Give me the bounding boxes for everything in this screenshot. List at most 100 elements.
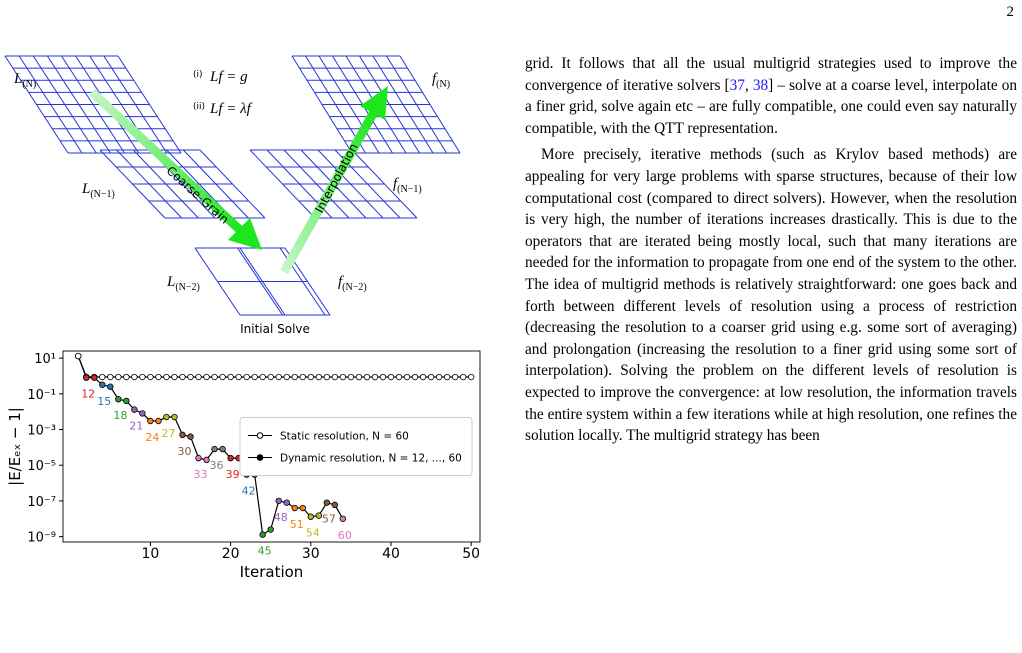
data-point — [163, 373, 170, 381]
data-point — [307, 373, 314, 381]
data-point — [99, 373, 106, 381]
data-point — [115, 373, 122, 381]
data-point — [123, 373, 130, 381]
paragraph: More precisely, iterative methods (such … — [525, 146, 1017, 445]
grid-label: L(N) — [13, 71, 36, 90]
y-tick-label: 10¹ — [34, 352, 56, 367]
x-tick-label: 30 — [302, 546, 320, 562]
data-point — [123, 397, 130, 405]
grid-label: f(N) — [432, 71, 450, 90]
data-point — [75, 352, 82, 360]
data-point — [355, 373, 363, 381]
resolution-label: 21 — [129, 420, 143, 433]
data-point — [251, 373, 258, 381]
data-point — [275, 373, 282, 381]
citation[interactable]: 37 — [729, 76, 745, 94]
equation: (ii) Lf = λf — [193, 101, 253, 117]
page: 2 Coarse-Grain Interpolation (i) Lf = g (… — [4, 4, 1018, 581]
data-point — [443, 373, 451, 381]
citation[interactable]: 38 — [752, 76, 769, 94]
data-point — [323, 373, 331, 381]
y-axis-label: |E/Eₑₓ − 1| — [6, 407, 24, 486]
data-point — [155, 417, 162, 425]
grid-labels: L(N)L(N−1)L(N−2)f(N)f(N−1)f(N−2) — [13, 71, 450, 293]
series-line — [77, 355, 472, 378]
data-point — [147, 417, 154, 425]
data-point — [211, 373, 218, 381]
resolution-label: 39 — [226, 468, 240, 481]
caption: Initial Solve — [240, 322, 310, 336]
data-point — [275, 497, 282, 505]
data-point — [315, 373, 323, 381]
label-symbol: f — [338, 274, 344, 290]
data-point — [403, 373, 411, 381]
series-line — [77, 355, 344, 536]
label-symbol: L — [81, 181, 90, 197]
page-number: 2 — [1006, 4, 1015, 20]
data-point — [83, 374, 90, 381]
data-point — [131, 406, 138, 413]
data-point — [267, 373, 274, 381]
data-point — [347, 373, 355, 381]
resolution-label: 45 — [258, 545, 272, 558]
data-point — [283, 373, 290, 381]
data-point — [291, 373, 298, 381]
data-point — [299, 504, 306, 512]
resolution-label: 57 — [322, 513, 336, 526]
data-point — [163, 413, 170, 421]
plot-frame — [62, 350, 481, 543]
resolution-label: 27 — [161, 427, 175, 440]
label-subscript: (N−1) — [397, 184, 422, 195]
data-point — [259, 373, 266, 381]
data-point — [139, 373, 146, 381]
data-point — [243, 373, 250, 381]
label-symbol: f — [393, 176, 399, 192]
label-subscript: (N) — [436, 79, 450, 90]
data-point — [203, 373, 210, 381]
data-point — [195, 454, 202, 462]
eq-tag: (i) — [193, 70, 203, 80]
x-tick-label: 50 — [462, 546, 480, 562]
data-point — [139, 410, 146, 417]
eq-formula: Lf = g — [209, 69, 248, 85]
legend-box — [239, 417, 473, 476]
data-point — [323, 499, 331, 506]
data-point — [107, 373, 114, 381]
data-point — [299, 373, 306, 381]
legend-marker — [256, 454, 264, 461]
data-point — [283, 499, 290, 506]
text: grid. It follows that all the usual mult… — [525, 55, 1017, 94]
data-point — [419, 373, 427, 381]
data-point — [467, 373, 475, 381]
y-tick-label: 10⁻³ — [27, 424, 56, 439]
data-point — [379, 373, 387, 381]
data-point — [171, 413, 178, 421]
data-point — [267, 526, 274, 533]
grid-label: f(N−1) — [393, 176, 422, 195]
arrow-shaft — [280, 109, 378, 275]
arrow-head — [228, 218, 262, 250]
resolution-label: 51 — [290, 518, 304, 531]
label-symbol: f — [432, 71, 438, 87]
resolution-label: 36 — [210, 459, 224, 472]
data-point — [307, 513, 314, 520]
data-point — [235, 373, 242, 381]
legend-label: Dynamic resolution, N = 12, ..., 60 — [280, 453, 462, 465]
data-point — [187, 373, 194, 381]
grid-label: f(N−2) — [338, 274, 367, 293]
data-point — [171, 373, 178, 381]
arrow-shaft — [88, 88, 244, 234]
data-point — [339, 373, 347, 381]
data-point — [331, 373, 339, 381]
data-point — [387, 373, 395, 381]
resolution-label: 30 — [177, 445, 191, 458]
resolution-label: 24 — [145, 431, 159, 444]
grid-label: L(N−2) — [166, 274, 200, 293]
legend-label: Static resolution, N = 60 — [280, 431, 409, 443]
data-point — [179, 431, 186, 439]
grids — [4, 55, 461, 316]
x-tick-label: 20 — [222, 546, 240, 562]
label-subscript: (N−2) — [342, 282, 367, 293]
data-point — [107, 383, 114, 390]
data-point — [219, 373, 226, 381]
